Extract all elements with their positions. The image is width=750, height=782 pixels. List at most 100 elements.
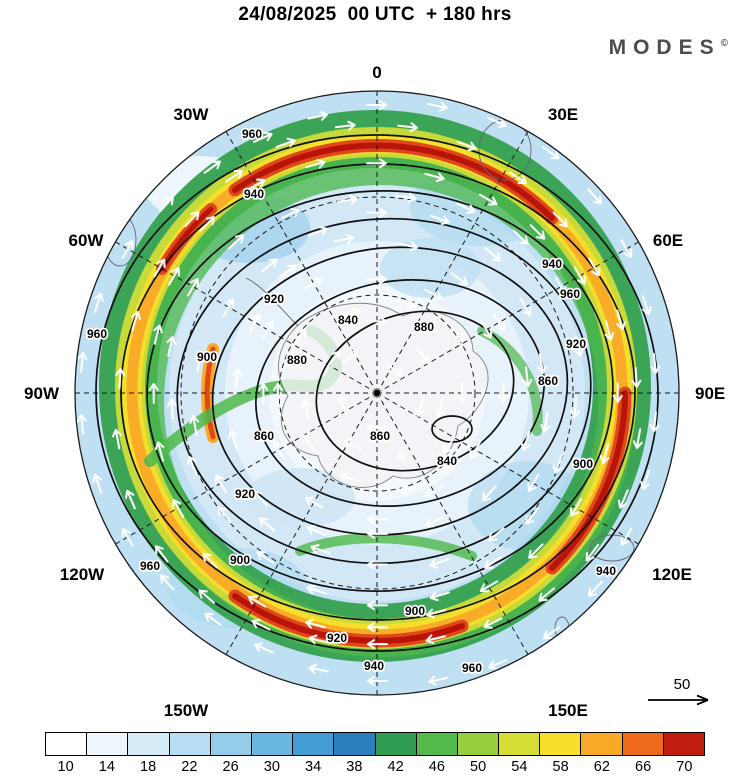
wind-arrow [186, 455, 198, 476]
colorbar-cell [87, 733, 129, 755]
colorbar-tick: 22 [181, 759, 198, 775]
contour-label: 880 [414, 320, 434, 334]
wind-arrow [540, 411, 551, 433]
wind-arrow [154, 545, 169, 563]
wind-arrow [124, 489, 136, 510]
contour-line [211, 246, 569, 536]
wind-arrow [434, 396, 445, 418]
contour-label: 960 [462, 661, 482, 675]
wind-arrow [527, 473, 540, 493]
colorbar-cell [499, 733, 541, 755]
wind-arrow [228, 234, 245, 250]
lon-label-120w: 120W [60, 565, 105, 584]
wind-arrow [424, 288, 443, 301]
wind-arrow [121, 240, 134, 259]
wind-arrow [203, 160, 222, 174]
wind-arrow [227, 429, 238, 451]
page-title: 24/08/2025 00 UTC + 180 hrs [238, 4, 512, 25]
wind-arrow [339, 472, 360, 483]
wind-arrow [366, 422, 389, 433]
contour-label: 940 [596, 564, 616, 578]
wind-arrow [153, 324, 163, 345]
wind-arrow [442, 436, 456, 454]
wind-arrow [214, 474, 227, 493]
wind-arrow [366, 559, 389, 570]
colorbar-tick: 54 [511, 759, 528, 775]
wind-arrow [365, 316, 388, 327]
contour-label: 900 [573, 457, 593, 471]
wind-arrow [275, 137, 296, 148]
wind-arrow [554, 277, 567, 296]
colorbar: 10 14 18 22 26 30 34 38 42 46 50 54 58 62 66 70 [45, 732, 705, 777]
colorbar-tick: 30 [263, 759, 280, 775]
wind-arrow [189, 415, 200, 436]
wind-arrow [222, 298, 235, 317]
wind-arrow [574, 336, 585, 357]
wind-arrow [487, 116, 507, 129]
wind-arrow [272, 382, 283, 405]
colorbar-cell [540, 733, 582, 755]
wind-arrow [336, 394, 347, 415]
wind-arrow [587, 188, 603, 205]
wind-arrow [424, 516, 445, 528]
wind-arrow [253, 131, 273, 143]
colorbar-tick: 46 [428, 759, 445, 775]
contour-label: 860 [370, 429, 390, 443]
wind-arrow [326, 350, 341, 368]
lon-label-90w: 90W [24, 384, 60, 403]
wind-arrow [520, 430, 531, 452]
colorbar-cell [416, 733, 458, 755]
colorbar-cell [457, 733, 500, 755]
wind-arrow [641, 295, 652, 316]
wind-arrow [552, 453, 564, 474]
wind-arrow [258, 517, 276, 532]
lon-label-0: 0 [372, 63, 381, 82]
wind-arrow [484, 556, 503, 569]
wind-arrow [366, 528, 389, 539]
wind-arrow [336, 194, 358, 205]
wind-arrow [512, 229, 529, 245]
colorbar-tick: 26 [222, 759, 239, 775]
wind-arrow [121, 528, 134, 547]
wind-arrow [450, 272, 469, 286]
wind-arrow [256, 551, 275, 564]
colorbar-tick: 62 [593, 759, 610, 775]
lon-label-150w: 150W [164, 701, 209, 720]
wind-arrow [537, 353, 548, 374]
wind-arrow [365, 158, 388, 169]
contour-labels: 840 840 860 860 860 880 880 900 900 900 … [85, 125, 618, 677]
wind-arrow [479, 580, 499, 593]
wind-arrow [395, 192, 417, 203]
wind-arrow [414, 396, 425, 417]
contour-label: 860 [538, 374, 558, 388]
wind-arrow [76, 413, 87, 435]
contour-line [176, 217, 592, 565]
wind-arrow [366, 514, 389, 525]
colorbar-cell [293, 733, 335, 755]
contour-label: 900 [197, 350, 217, 364]
colorbar-tick: 70 [676, 759, 693, 775]
wind-arrow [429, 214, 450, 226]
wind-arrow [498, 381, 509, 404]
wind-arrow [224, 170, 243, 183]
wind-arrow [341, 350, 360, 364]
wind-arrow [426, 608, 447, 619]
wind-arrow [260, 258, 278, 273]
wind-arrow [92, 473, 103, 495]
wind-arrow [612, 381, 623, 404]
wind-arrow [304, 277, 323, 290]
wind-arrow [131, 310, 141, 332]
wind-arrow [588, 257, 601, 277]
wind-arrow [168, 267, 181, 286]
wind-arrow [254, 642, 274, 654]
contour-label: 960 [242, 127, 262, 141]
wind-arrow [199, 216, 215, 232]
colorbar-tick: 34 [305, 759, 322, 775]
wind-arrow [204, 612, 222, 627]
wind-arrow [333, 233, 355, 244]
wind-arrow [280, 207, 300, 220]
wind-arrow [397, 122, 419, 133]
graticule [75, 91, 679, 695]
wind-arrow [508, 171, 527, 185]
wind-arrow [366, 600, 389, 611]
